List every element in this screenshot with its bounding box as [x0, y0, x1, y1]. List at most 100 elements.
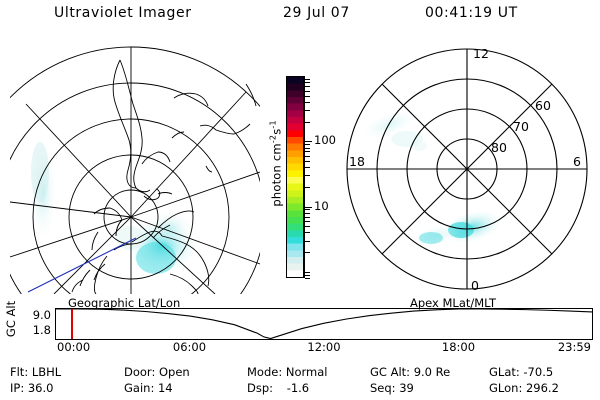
orbit-ytick-low: 1.8	[32, 323, 51, 337]
apex-polar-svg: 12 6 0 18 80 70 60	[346, 46, 588, 293]
colorbar-tick-label: 100	[314, 133, 336, 148]
colorbar-minor-tick	[305, 95, 310, 97]
colorbar-minor-tick	[305, 209, 310, 211]
mlt-hour-labels: 12 6 0 18	[349, 46, 581, 293]
status-ip: IP: 36.0	[10, 381, 54, 395]
coastline-outlines	[71, 59, 257, 294]
status-mode-label: Mode:	[247, 365, 283, 379]
status-glat-label: GLat:	[489, 365, 520, 379]
status-dsp: Dsp: -1.6	[247, 381, 310, 395]
apex-magnetic-panel[interactable]: 12 6 0 18 80 70 60	[345, 42, 595, 294]
mlt-spokes	[347, 49, 587, 289]
status-gcalt-label: GC Alt:	[370, 365, 411, 379]
colorbar-minor-tick	[305, 160, 310, 162]
status-glon-value: 296.2	[525, 381, 559, 395]
status-gcalt-value: 9.0 Re	[413, 365, 451, 379]
orbit-xtick-label: 23:59	[557, 340, 591, 354]
colorbar-minor-tick	[305, 212, 310, 214]
status-gain-label: Gain:	[124, 381, 155, 395]
mlt-label-6: 6	[573, 154, 581, 169]
mlt-label-18: 18	[349, 154, 365, 169]
status-glat-value: -70.5	[523, 365, 554, 379]
apex-panel-title: Apex MLat/MLT	[410, 296, 497, 310]
colorbar-axis-line	[304, 76, 305, 278]
colorbar-major-tick	[305, 141, 312, 143]
orbit-track-svg	[56, 309, 592, 339]
status-dsp-label: Dsp:	[247, 381, 274, 395]
apex-aurora-layer	[362, 110, 502, 245]
status-door: Door: Open	[124, 365, 190, 379]
colorbar-minor-tick	[305, 216, 310, 218]
status-information-block: Flt: LBHL IP: 36.0 Door: Open Gain: 14 M…	[0, 365, 600, 399]
orbit-y-axis-label: GC Alt	[4, 300, 18, 338]
mlat-ring-labels: 80 70 60	[491, 98, 551, 155]
colorbar-label-mid: s	[269, 128, 284, 135]
status-gain-value: 14	[157, 381, 173, 395]
colorbar-label-exp1: -2	[268, 134, 278, 144]
colorbar-label-prefix: photon cm	[269, 143, 284, 207]
geographic-map-panel[interactable]	[10, 42, 260, 294]
terminator-line	[27, 237, 137, 293]
orbit-altitude-plot[interactable]	[55, 308, 593, 340]
status-glon-label: GLon:	[489, 381, 523, 395]
mlat-label-60: 60	[535, 98, 551, 113]
colorbar-minor-tick	[305, 155, 310, 157]
colorbar-minor-tick	[305, 220, 310, 222]
status-mode-value: Normal	[285, 365, 328, 379]
colorbar-minor-tick	[305, 226, 310, 228]
instrument-title: Ultraviolet Imager	[54, 5, 192, 21]
status-glat: GLat: -70.5	[489, 365, 554, 379]
colorbar-minor-tick	[305, 110, 310, 112]
colorbar-minor-tick	[305, 175, 310, 177]
aurora-emission-layer	[30, 142, 196, 274]
status-flt: Flt: LBHL	[10, 365, 61, 379]
orbit-xtick-label: 00:00	[57, 340, 91, 354]
longitude-graticule	[10, 47, 260, 294]
colorbar-minor-tick	[305, 186, 310, 188]
geographic-map-svg	[10, 46, 260, 294]
status-gcalt: GC Alt: 9.0 Re	[370, 365, 451, 379]
status-glon: GLon: 296.2	[489, 381, 559, 395]
colorbar-minor-tick	[305, 144, 310, 146]
colorbar-minor-tick	[305, 252, 310, 253]
orbit-xtick-label: 12:00	[307, 340, 341, 354]
colorbar-minor-tick	[305, 147, 310, 149]
geographic-panel-title: Geographic Lat/Lon	[68, 296, 181, 310]
colorbar-group: photon cm-2s-1 100 10	[255, 60, 345, 295]
status-door-value: Open	[158, 365, 190, 379]
status-dsp-value: -1.6	[286, 381, 310, 395]
mlt-label-12: 12	[473, 46, 489, 61]
status-seq-label: Seq:	[370, 381, 396, 395]
colorbar-axis-label: photon cm-2s-1	[269, 103, 284, 223]
colorbar-minor-tick	[305, 167, 310, 169]
colorbar-minor-tick	[305, 278, 310, 279]
colorbar-minor-tick	[305, 274, 310, 276]
status-seq-value: 39	[399, 381, 414, 395]
orbit-ytick-high: 9.0	[32, 308, 51, 322]
status-gain: Gain: 14	[124, 381, 173, 395]
colorbar-minor-tick	[305, 79, 310, 80]
observation-time: 00:41:19 UT	[425, 5, 518, 21]
colorbar-minor-tick	[305, 271, 310, 273]
colorbar-minor-tick	[305, 232, 310, 234]
colorbar-minor-tick	[305, 151, 310, 153]
status-door-label: Door:	[124, 365, 156, 379]
orbit-xtick-label: 06:00	[172, 340, 207, 354]
status-ip-value: 36.0	[27, 381, 54, 395]
status-ip-label: IP:	[10, 381, 25, 395]
colorbar-swatch	[286, 76, 304, 278]
colorbar-major-tick	[305, 206, 312, 208]
orbit-xtick-label: 18:00	[441, 340, 476, 354]
colorbar-minor-tick	[305, 82, 310, 84]
colorbar-minor-tick	[305, 121, 310, 123]
status-flt-label: Flt:	[10, 365, 29, 379]
header-bar: Ultraviolet Imager 29 Jul 07 00:41:19 UT	[0, 5, 600, 27]
orbit-altitude-curve	[56, 309, 592, 339]
colorbar-label-exp2: -1	[268, 120, 278, 129]
colorbar-minor-tick	[305, 86, 310, 88]
observation-date: 29 Jul 07	[283, 5, 350, 21]
colorbar-minor-tick	[305, 90, 310, 92]
colorbar-gradient	[287, 77, 303, 277]
status-seq: Seq: 39	[370, 381, 414, 395]
mlt-label-0: 0	[471, 278, 479, 293]
